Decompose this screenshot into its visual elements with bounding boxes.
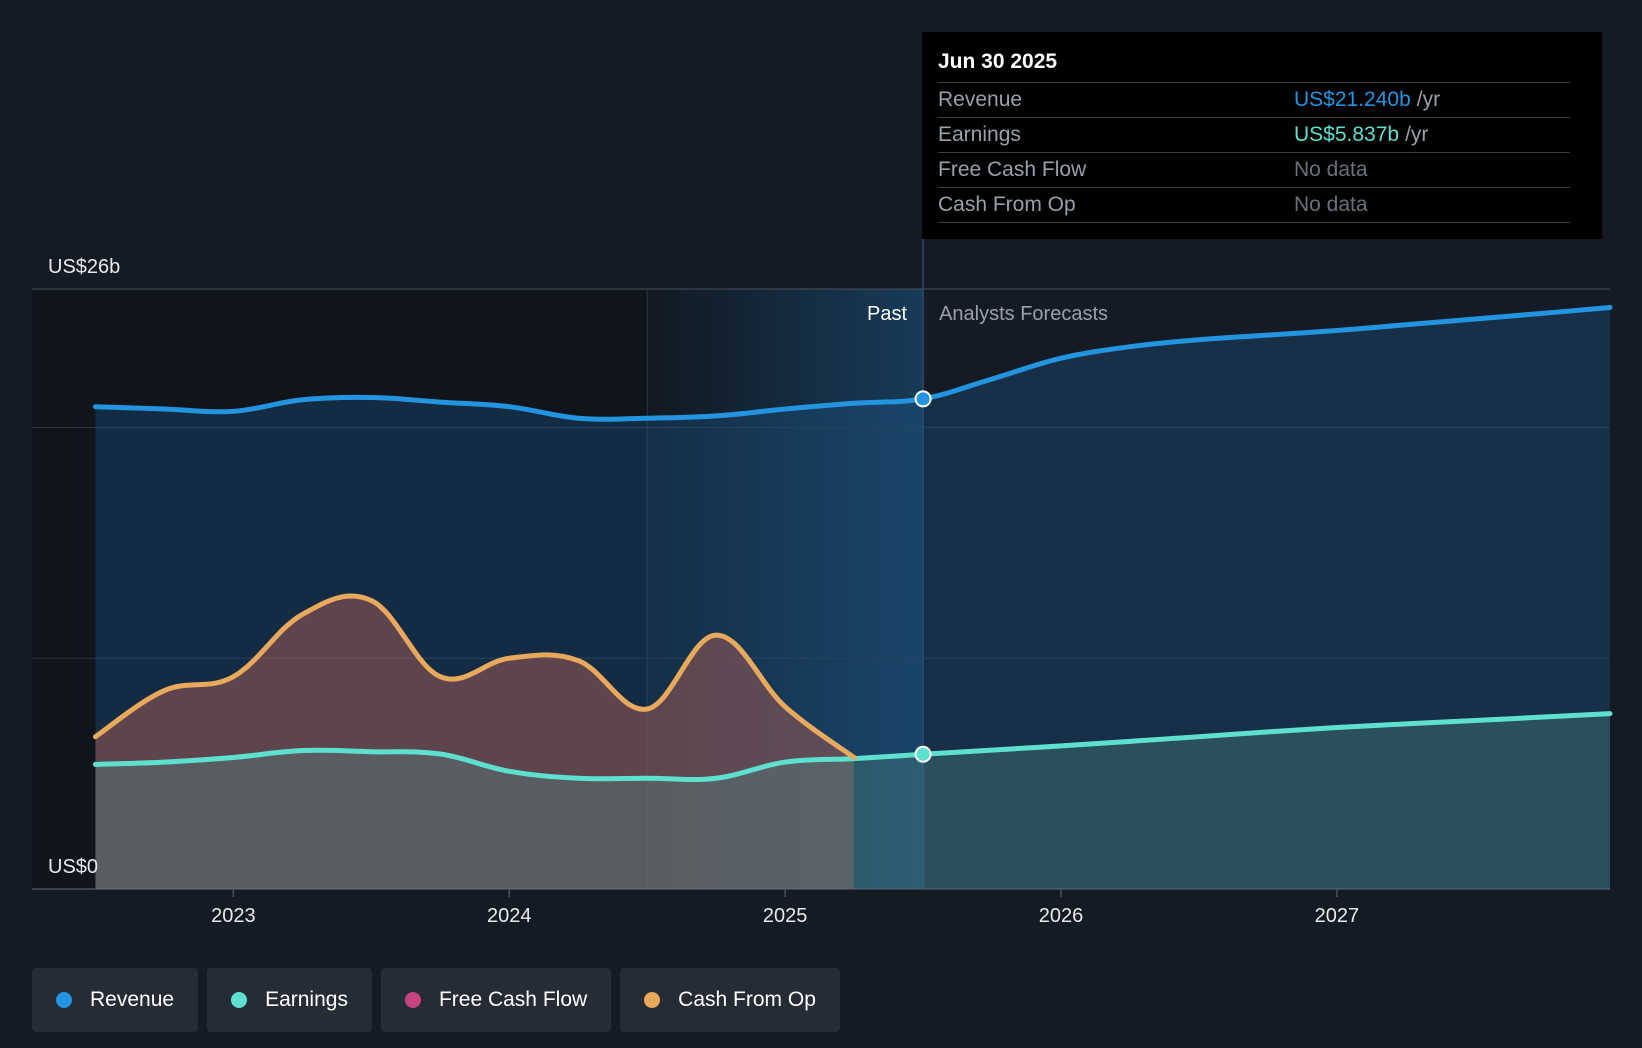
tooltip: Jun 30 2025 Revenue US$21.240b /yr Earni… xyxy=(922,32,1602,239)
earnings-line xyxy=(92,711,1613,783)
earnings-marker xyxy=(914,745,932,763)
tooltip-row-earnings: Earnings US$5.837b /yr xyxy=(938,117,1570,152)
legend-label: Revenue xyxy=(90,988,175,1011)
tooltip-row-value: No data xyxy=(1294,193,1368,216)
legend-item-free-cash-flow[interactable]: Free Cash Flow xyxy=(380,968,612,1032)
x-tick-label: 2027 xyxy=(1315,905,1360,927)
legend: Revenue Earnings Free Cash Flow Cash Fro… xyxy=(32,968,840,1032)
forecast-zone-label: Analysts Forecasts xyxy=(939,303,1108,325)
tooltip-row-name: Earnings xyxy=(938,123,1021,146)
x-tick-label: 2026 xyxy=(1039,905,1084,927)
y-axis-bottom-label: US$0 xyxy=(48,856,98,878)
x-tick-label: 2025 xyxy=(763,905,808,927)
cash-from-op-area xyxy=(95,595,855,889)
legend-dot-icon xyxy=(404,992,421,1008)
tooltip-row-value: No data xyxy=(1294,158,1368,181)
legend-label: Free Cash Flow xyxy=(438,988,588,1011)
legend-item-cash-from-op[interactable]: Cash From Op xyxy=(620,968,840,1032)
tooltip-row-cash-from-op: Cash From Op No data xyxy=(938,187,1570,223)
x-tick-label: 2024 xyxy=(487,905,532,927)
tooltip-row-value: US$5.837b xyxy=(1294,123,1400,146)
legend-item-earnings[interactable]: Earnings xyxy=(207,968,372,1032)
tooltip-row-unit: /yr xyxy=(1416,88,1441,111)
y-axis-top-label: US$26b xyxy=(48,256,120,278)
tooltip-row-free-cash-flow: Free Cash Flow No data xyxy=(938,152,1570,187)
legend-label: Cash From Op xyxy=(678,988,816,1011)
legend-dot-icon xyxy=(231,992,248,1008)
chart: US$26b US$0 Past Analysts Forecasts 2023… xyxy=(32,239,1613,927)
tooltip-date: Jun 30 2025 xyxy=(938,50,1058,73)
tooltip-row-revenue: Revenue US$21.240b /yr xyxy=(938,82,1570,117)
legend-dot-icon xyxy=(644,992,661,1008)
tooltip-row-value: US$21.240b xyxy=(1294,88,1411,111)
revenue-marker xyxy=(914,390,932,408)
revenue-line xyxy=(92,304,1613,422)
past-zone-label: Past xyxy=(867,303,907,325)
earnings-area xyxy=(95,713,1610,889)
tooltip-row-name: Revenue xyxy=(938,88,1023,111)
legend-label: Earnings xyxy=(265,988,348,1011)
tooltip-row-name: Cash From Op xyxy=(938,193,1076,216)
tooltip-row-unit: /yr xyxy=(1405,123,1429,146)
cash-from-op-line xyxy=(92,593,857,760)
tooltip-row-name: Free Cash Flow xyxy=(938,158,1087,181)
x-tick-label: 2023 xyxy=(211,905,256,927)
legend-dot-icon xyxy=(56,992,72,1008)
legend-item-revenue[interactable]: Revenue xyxy=(32,968,199,1032)
